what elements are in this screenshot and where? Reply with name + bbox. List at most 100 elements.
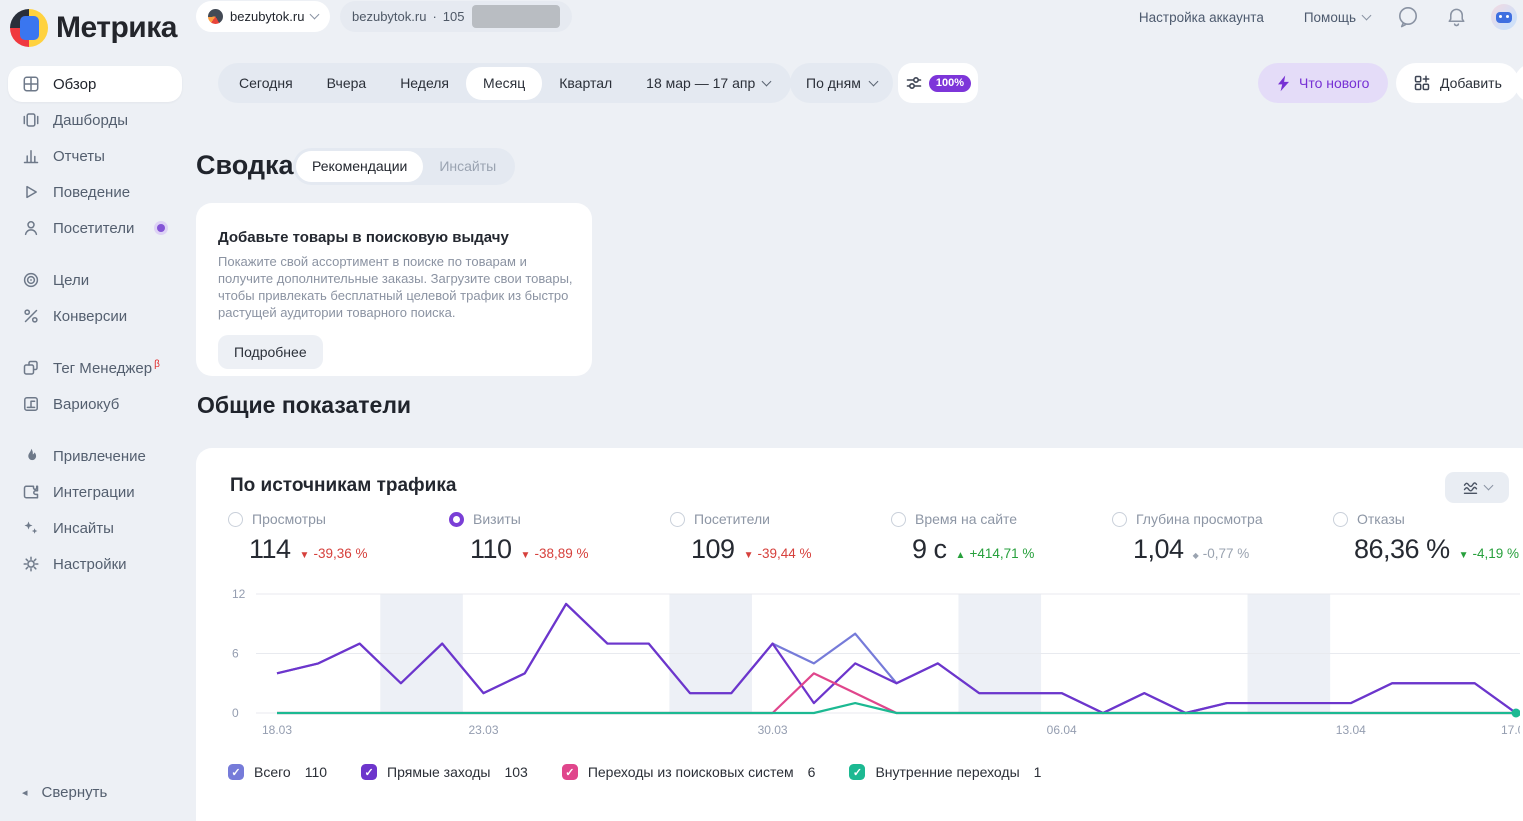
period-today[interactable]: Сегодня [222,63,310,103]
sidebar-item-dashboards[interactable]: Дашборды [8,102,182,138]
sidebar-item-tag-manager[interactable]: Тег Менеджерβ [8,350,182,386]
trend-down-icon: ▼ [744,550,754,561]
sidebar-item-behavior[interactable]: Поведение [8,174,182,210]
details-button[interactable]: Подробнее [218,335,323,369]
granularity-label: По дням [806,75,861,91]
legend-value: 103 [504,764,527,780]
granularity-dropdown[interactable]: По дням [790,63,893,103]
metrica-logo-icon [10,9,48,47]
sampling-button[interactable]: 100% [898,63,978,103]
grid-plus-icon [1413,74,1431,92]
user-avatar[interactable] [1491,4,1517,30]
y-axis-label: 0 [232,706,239,720]
legend-label[interactable]: Прямые заходы [387,764,490,780]
whats-new-label: Что нового [1299,75,1369,91]
metric-label[interactable]: Отказы [1357,511,1405,527]
legend-checkbox-checked[interactable]: ✓ [228,764,244,780]
metrics-row: Просмотры 114 ▼-39,36 % Визиты 110 ▼-38,… [228,511,1523,565]
sidebar-item-label: Дашборды [53,112,128,129]
metric-value: 1,04 [1133,534,1184,565]
metric-value: 109 [691,534,735,565]
period-yesterday[interactable]: Вчера [310,63,384,103]
sidebar-item-conversions[interactable]: Конверсии [8,298,182,334]
sidebar-item-label: Вариокуб [53,396,119,413]
collapse-sidebar-button[interactable]: ◂ Свернуть [22,784,107,801]
legend-item: ✓ Прямые заходы 103 [361,764,528,780]
traffic-chart-area[interactable]: 061218.0323.0330.0306.0413.0417.04 [230,588,1520,743]
help-label: Помощь [1304,10,1356,25]
site-selector-label: bezubytok.ru [230,9,304,24]
legend-label[interactable]: Переходы из поисковых систем [588,764,794,780]
period-quarter[interactable]: Квартал [542,63,629,103]
metric-radio-selected[interactable] [449,512,464,527]
metric-bounces: Отказы 86,36 % ▼-4,19 % [1333,511,1523,565]
sidebar-item-insights[interactable]: Инсайты [8,510,182,546]
legend-label[interactable]: Внутренние переходы [875,764,1019,780]
sidebar-item-attraction[interactable]: Привлечение [8,438,182,474]
chart-legend: ✓ Всего 110 ✓ Прямые заходы 103 ✓ Переходы из п… [228,764,1041,780]
help-menu[interactable]: Помощь [1304,10,1370,25]
dashboards-icon [22,111,40,129]
metric-label[interactable]: Просмотры [252,511,326,527]
chat-bubble-icon [1396,5,1420,29]
x-axis-label: 18.03 [262,723,292,737]
legend-value: 110 [305,764,327,780]
sidebar-item-variocube[interactable]: Вариокуб [8,386,182,422]
legend-checkbox-checked[interactable]: ✓ [562,764,578,780]
legend-checkbox-checked[interactable]: ✓ [849,764,865,780]
x-axis-label: 17.04 [1501,723,1520,737]
notifications-button[interactable] [1446,6,1467,28]
legend-label[interactable]: Всего [254,764,291,780]
metric-delta: ▼-39,44 % [744,546,812,561]
sidebar-item-reports[interactable]: Отчеты [8,138,182,174]
metric-radio[interactable] [891,512,906,527]
metric-label[interactable]: Глубина просмотра [1136,511,1263,527]
sidebar-item-goals[interactable]: Цели [8,262,182,298]
date-range-picker[interactable]: 18 мар — 17 апр [629,63,787,103]
sidebar-item-integrations[interactable]: Интеграции [8,474,182,510]
tab-recommendations[interactable]: Рекомендации [296,151,423,182]
add-button[interactable]: Добавить [1396,63,1519,103]
chevron-down-icon [762,76,772,86]
trend-down-icon: ▼ [1459,550,1469,561]
sliders-icon [905,74,923,92]
chat-button[interactable] [1396,5,1420,29]
metric-delta: ▼-38,89 % [521,546,589,561]
sidebar-item-settings[interactable]: Настройки [8,546,182,582]
metric-label[interactable]: Посетители [694,511,770,527]
legend-checkbox-checked[interactable]: ✓ [361,764,377,780]
site-selector-dropdown[interactable]: bezubytok.ru [196,1,330,32]
recommendation-card: Добавьте товары в поисковую выдачу Покаж… [196,203,592,376]
metric-radio[interactable] [1112,512,1127,527]
sidebar-item-overview[interactable]: Обзор [8,66,182,102]
recommendation-title: Добавьте товары в поисковую выдачу [218,229,570,246]
counter-info[interactable]: bezubytok.ru · 105 [340,1,572,32]
beta-badge: β [154,359,160,370]
metric-value: 9 с [912,534,947,565]
period-month[interactable]: Месяц [466,67,542,100]
notification-dot [154,221,168,235]
x-axis-label: 30.03 [758,723,788,737]
metric-label[interactable]: Визиты [473,511,521,527]
legend-item: ✓ Всего 110 [228,764,327,780]
metric-radio[interactable] [228,512,243,527]
metric-time-on-site: Время на сайте 9 с ▲+414,71 % [891,511,1112,565]
account-settings-link[interactable]: Настройка аккаунта [1139,10,1264,25]
metric-radio[interactable] [1333,512,1348,527]
sidebar-item-visitors[interactable]: Посетители [8,210,182,246]
chart-type-dropdown[interactable] [1445,472,1509,503]
summary-tabs: Рекомендации Инсайты [293,148,515,185]
counter-bullet: · [432,9,436,24]
overview-grid-icon [22,75,40,93]
collapse-label: Свернуть [42,784,108,801]
whats-new-button[interactable]: Что нового [1258,63,1388,103]
metric-radio[interactable] [670,512,685,527]
header-right: Настройка аккаунта Помощь [1139,0,1517,34]
metrica-logo[interactable]: Метрика [10,9,177,47]
chevron-down-icon [1362,10,1372,20]
metric-label[interactable]: Время на сайте [915,511,1017,527]
cut-off-button[interactable] [1514,63,1523,103]
tab-insights[interactable]: Инсайты [423,151,512,182]
sidebar-item-label: Конверсии [53,308,127,325]
period-week[interactable]: Неделя [383,63,466,103]
